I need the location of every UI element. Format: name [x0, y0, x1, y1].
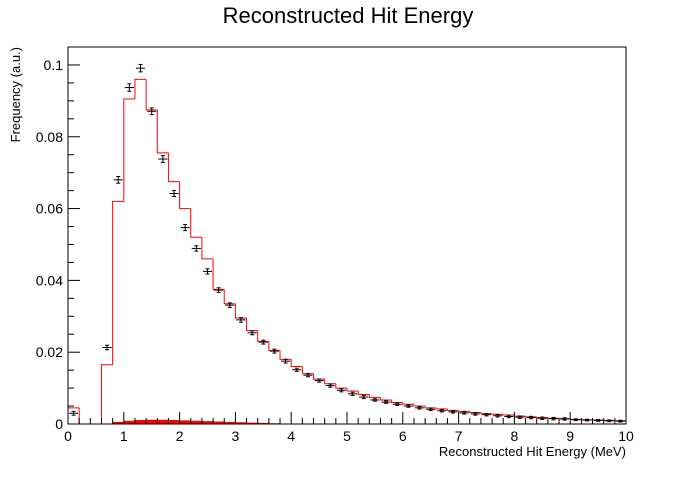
y-axis-label: Frequency (a.u.) [8, 47, 23, 142]
chart-title: Reconstructed Hit Energy [223, 3, 474, 28]
x-tick-label: 1 [120, 428, 128, 444]
x-tick-label: 10 [618, 428, 634, 444]
x-tick-label: 3 [232, 428, 240, 444]
y-tick-label: 0.08 [36, 129, 63, 145]
x-tick-label: 9 [566, 428, 574, 444]
y-tick-label: 0.1 [44, 57, 64, 73]
x-tick-label: 7 [455, 428, 463, 444]
x-axis-label: Reconstructed Hit Energy (MeV) [439, 444, 626, 459]
x-tick-label: 6 [399, 428, 407, 444]
y-tick-label: 0.02 [36, 344, 63, 360]
y-tick-label: 0 [55, 416, 63, 432]
x-tick-label: 2 [176, 428, 184, 444]
x-tick-label: 5 [343, 428, 351, 444]
x-tick-label: 8 [511, 428, 519, 444]
x-tick-label: 0 [64, 428, 72, 444]
x-tick-label: 4 [287, 428, 295, 444]
y-tick-label: 0.04 [36, 272, 63, 288]
y-tick-label: 0.06 [36, 201, 63, 217]
